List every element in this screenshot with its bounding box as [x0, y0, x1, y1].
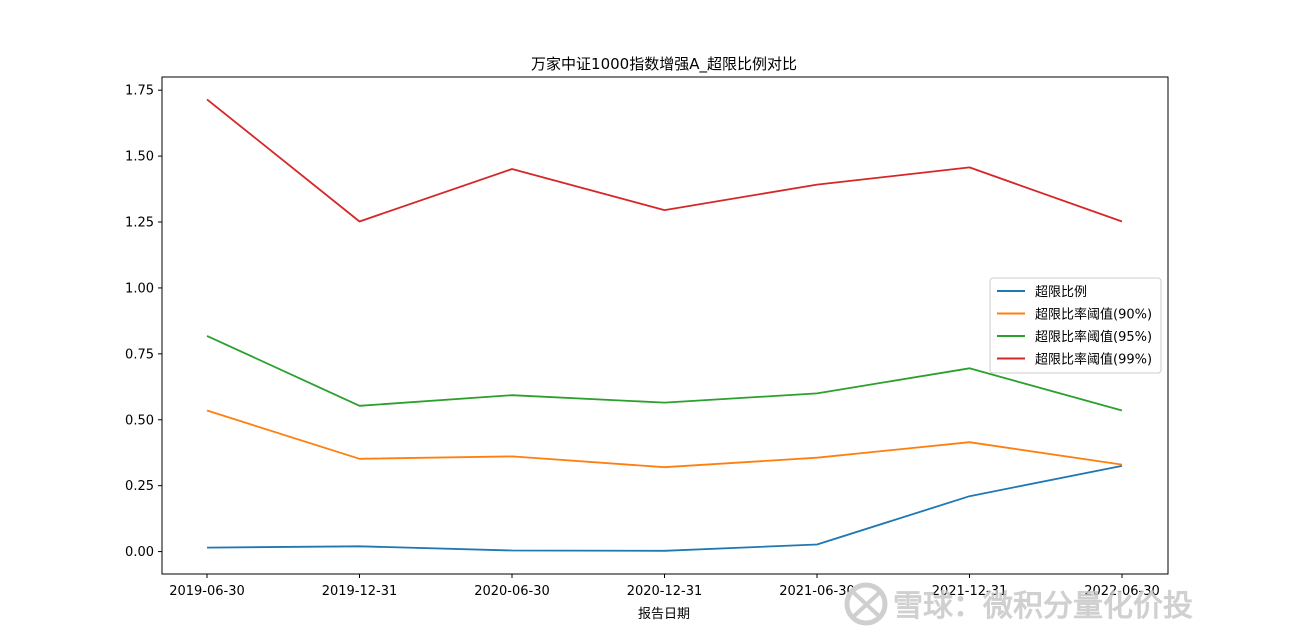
x-tick-label: 2020-12-31	[627, 584, 703, 599]
y-axis: 0.00 0.25 0.50 0.75 1.00 1.25 1.50 1.75	[125, 84, 162, 560]
legend-label-2: 超限比率阈值(95%)	[1035, 329, 1152, 345]
series-lines	[206, 98, 1123, 552]
snowball-logo-icon	[844, 582, 888, 626]
x-tick-label: 2022-06-30	[1084, 584, 1160, 599]
series-line-0	[206, 465, 1123, 552]
legend-label-1: 超限比率阈值(90%)	[1035, 307, 1152, 323]
y-tick-label: 0.25	[125, 479, 154, 494]
y-tick-label: 0.50	[125, 413, 154, 428]
y-tick-label: 0.00	[125, 545, 154, 560]
y-tick-label: 1.75	[125, 84, 154, 99]
x-tick-label: 2019-06-30	[169, 584, 245, 599]
series-line-1	[206, 409, 1123, 469]
legend-label-0: 超限比例	[1035, 285, 1087, 300]
x-tick-label: 2019-12-31	[322, 584, 398, 599]
x-axis: 2019-06-30 2019-12-31 2020-06-30 2020-12-31…	[169, 574, 1160, 599]
watermark: 雪球：微积分量化价投	[844, 582, 1193, 626]
watermark-text: 雪球：微积分量化价投	[893, 589, 1193, 624]
y-tick-label: 1.25	[125, 216, 154, 231]
legend-box	[989, 277, 1162, 374]
y-tick-label: 1.00	[125, 281, 154, 296]
y-tick-label: 1.50	[125, 150, 154, 165]
chart-title: 万家中证1000指数增强A_超限比例对比	[531, 55, 797, 74]
x-tick-label: 2020-06-30	[474, 584, 550, 599]
series-line-3	[206, 98, 1123, 223]
legend-label-3: 超限比率阈值(99%)	[1035, 352, 1152, 368]
y-tick-label: 0.75	[125, 347, 154, 362]
x-tick-label: 2021-06-30	[779, 584, 855, 599]
x-axis-label: 报告日期	[638, 607, 690, 622]
series-line-2	[206, 335, 1123, 412]
x-tick-label: 2021-12-31	[932, 584, 1008, 599]
